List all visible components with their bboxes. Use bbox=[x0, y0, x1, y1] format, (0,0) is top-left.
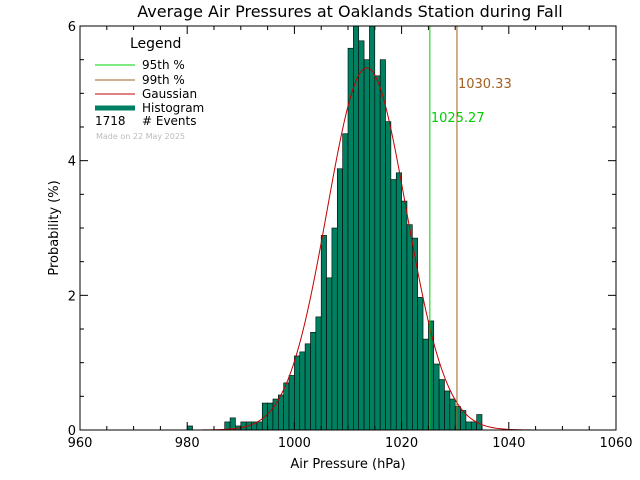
x-tick-label: 1060 bbox=[599, 436, 632, 451]
histogram-bar bbox=[390, 179, 397, 431]
histogram-bar bbox=[304, 343, 311, 431]
histogram-bar bbox=[310, 332, 317, 431]
x-tick-label: 1020 bbox=[385, 436, 418, 451]
histogram-bar bbox=[331, 227, 338, 431]
histogram-bar bbox=[428, 320, 435, 431]
histogram-bar bbox=[470, 421, 477, 431]
histogram-bar bbox=[438, 379, 445, 431]
histogram-bar bbox=[283, 382, 290, 431]
histogram-bar bbox=[363, 59, 370, 431]
histogram-bar bbox=[347, 47, 354, 431]
legend-title: Legend bbox=[130, 36, 181, 52]
histogram-bar bbox=[288, 375, 295, 431]
histogram-bar bbox=[315, 316, 322, 431]
legend-label-gaussian: Gaussian bbox=[142, 87, 197, 101]
histogram-bar bbox=[422, 338, 429, 431]
histogram-bar bbox=[326, 277, 333, 431]
percentile-label-0: 1025.27 bbox=[431, 111, 485, 126]
percentile-label-1: 1030.33 bbox=[458, 77, 512, 92]
x-tick-label: 1000 bbox=[278, 436, 311, 451]
histogram-bars bbox=[186, 25, 483, 431]
made-on-note: Made on 22 May 2025 bbox=[96, 132, 185, 141]
histogram-bar bbox=[465, 421, 472, 431]
histogram-bar bbox=[374, 75, 381, 431]
histogram-bar bbox=[406, 224, 413, 431]
histogram-bar bbox=[385, 121, 392, 431]
y-axis-label: Probability (%) bbox=[47, 180, 62, 275]
histogram-bar bbox=[369, 25, 376, 431]
histogram-bar bbox=[299, 351, 306, 431]
histogram-bar bbox=[417, 297, 424, 431]
legend-label-histogram: Histogram bbox=[142, 101, 204, 115]
y-tick-label: 0 bbox=[68, 424, 76, 439]
histogram-bar bbox=[256, 421, 263, 431]
legend-label-95th: 95th % bbox=[142, 58, 185, 72]
histogram-bar bbox=[358, 40, 365, 431]
histogram-bar bbox=[444, 390, 451, 431]
y-tick-label: 6 bbox=[68, 20, 76, 35]
percentile-lines: 1025.27 1030.33 bbox=[429, 26, 512, 430]
histogram-bar bbox=[320, 235, 327, 431]
histogram-bar bbox=[267, 402, 274, 431]
histogram-bar bbox=[379, 59, 386, 431]
x-tick-label: 960 bbox=[68, 436, 93, 451]
legend-events-count: 1718 bbox=[95, 114, 126, 128]
histogram-bar bbox=[449, 398, 456, 431]
chart-title: Average Air Pressures at Oaklands Statio… bbox=[137, 2, 562, 21]
histogram-bar bbox=[395, 172, 402, 431]
histogram-bar bbox=[454, 406, 461, 431]
y-tick-label: 2 bbox=[68, 289, 76, 304]
histogram-bar bbox=[240, 421, 247, 431]
histogram-bar bbox=[186, 425, 193, 431]
legend: Legend 95th % 99th % Gaussian Histogram … bbox=[95, 36, 204, 141]
x-axis-label: Air Pressure (hPa) bbox=[290, 457, 405, 472]
histogram-bar bbox=[336, 168, 343, 431]
x-tick-label: 1040 bbox=[492, 436, 525, 451]
axis-ticks: 960 980 1000 1020 1040 1060 0 2 4 6 bbox=[68, 20, 633, 451]
histogram-bar bbox=[342, 133, 349, 431]
histogram-bar bbox=[278, 394, 284, 431]
histogram-bar bbox=[401, 200, 408, 431]
x-tick-label: 980 bbox=[175, 436, 200, 451]
y-tick-label: 4 bbox=[68, 155, 76, 170]
histogram-bar bbox=[433, 363, 440, 431]
histogram-bar bbox=[294, 355, 301, 431]
legend-events-label: # Events bbox=[142, 114, 197, 128]
legend-label-99th: 99th % bbox=[142, 73, 185, 87]
